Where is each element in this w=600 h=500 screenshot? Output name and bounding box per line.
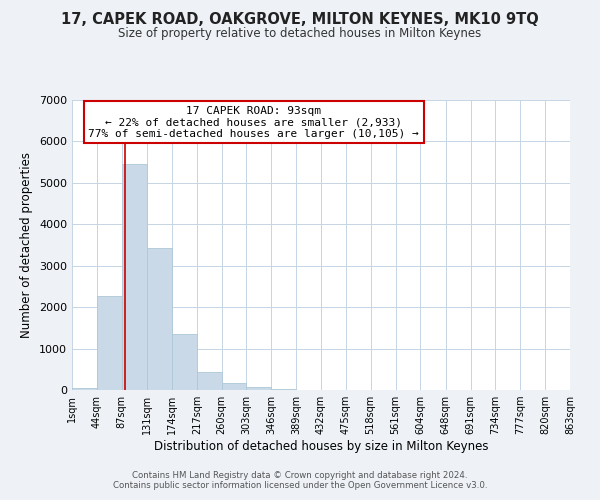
Text: Contains public sector information licensed under the Open Government Licence v3: Contains public sector information licen… xyxy=(113,481,487,490)
Bar xyxy=(247,386,271,390)
Y-axis label: Number of detached properties: Number of detached properties xyxy=(20,152,34,338)
Bar xyxy=(197,372,221,390)
X-axis label: Distribution of detached houses by size in Milton Keynes: Distribution of detached houses by size … xyxy=(154,440,488,453)
Text: 17 CAPEK ROAD: 93sqm
← 22% of detached houses are smaller (2,933)
77% of semi-de: 17 CAPEK ROAD: 93sqm ← 22% of detached h… xyxy=(88,106,419,139)
Bar xyxy=(97,296,122,390)
Text: Contains HM Land Registry data © Crown copyright and database right 2024.: Contains HM Land Registry data © Crown c… xyxy=(132,471,468,480)
Bar xyxy=(271,389,296,390)
Text: 17, CAPEK ROAD, OAKGROVE, MILTON KEYNES, MK10 9TQ: 17, CAPEK ROAD, OAKGROVE, MILTON KEYNES,… xyxy=(61,12,539,28)
Bar xyxy=(221,384,247,390)
Text: Size of property relative to detached houses in Milton Keynes: Size of property relative to detached ho… xyxy=(118,28,482,40)
Bar xyxy=(122,164,147,390)
Bar xyxy=(172,334,197,390)
Bar xyxy=(72,388,97,390)
Bar xyxy=(147,248,172,390)
